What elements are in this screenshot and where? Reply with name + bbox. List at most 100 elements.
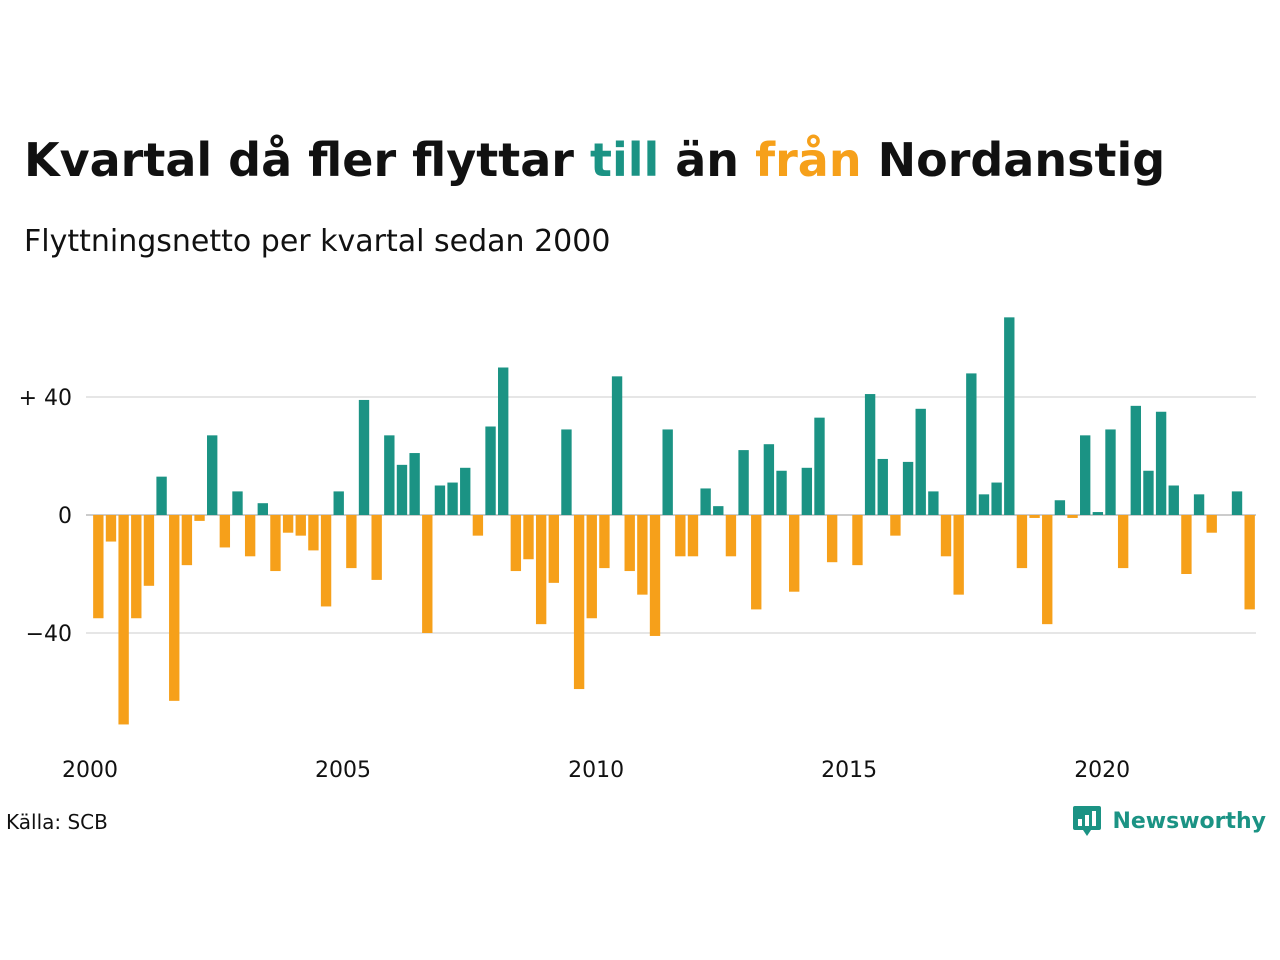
bar — [181, 515, 193, 566]
bar — [232, 491, 243, 515]
bar — [485, 426, 496, 515]
title-part-3: Nordanstig — [861, 133, 1166, 187]
title-part-1: Kvartal då fler flyttar — [24, 133, 590, 187]
bar — [1168, 485, 1179, 515]
bar — [219, 515, 231, 548]
bar — [649, 515, 661, 636]
bar — [599, 515, 610, 569]
chart-subtitle: Flyttningsnetto per kvartal sedan 2000 — [24, 224, 611, 259]
bar — [434, 485, 446, 515]
bar — [270, 515, 281, 572]
bar — [1231, 491, 1243, 515]
bar — [498, 367, 509, 515]
bar — [118, 515, 129, 725]
source-note: Källa: SCB — [6, 810, 108, 834]
bar — [561, 429, 572, 515]
bars — [93, 317, 1255, 725]
bar — [953, 515, 964, 595]
bar — [1029, 515, 1040, 518]
bar — [1130, 405, 1141, 515]
bar — [384, 435, 395, 515]
y-tick-label: −40 — [26, 622, 72, 647]
bar — [320, 515, 332, 607]
bar — [295, 515, 306, 536]
y-axis-labels: + 40 0 −40 — [19, 386, 72, 647]
bar — [890, 515, 901, 536]
newsworthy-logo-icon — [1073, 806, 1102, 836]
chart-title: Kvartal då fler flyttar till än från Nor… — [24, 130, 1165, 190]
bar — [282, 515, 294, 533]
bar — [687, 515, 699, 557]
bar — [1155, 411, 1167, 515]
bar — [1244, 515, 1255, 610]
bar — [93, 515, 104, 619]
bar — [358, 399, 370, 515]
bar — [826, 515, 838, 563]
brand-name: Newsworthy — [1112, 808, 1266, 834]
bar — [725, 515, 737, 557]
bar — [877, 458, 888, 515]
bar — [548, 515, 559, 583]
bar — [371, 515, 382, 580]
bar — [346, 515, 357, 569]
bar — [637, 515, 648, 595]
x-axis-labels: 2000 2005 2010 2015 2020 — [62, 758, 1130, 783]
brand-logo: Newsworthy — [1072, 804, 1266, 838]
bar — [169, 515, 180, 701]
bar — [472, 515, 484, 536]
bar — [814, 417, 825, 515]
bar — [535, 515, 547, 625]
bar — [131, 515, 142, 619]
bar — [624, 515, 635, 572]
y-tick-label: 0 — [58, 504, 72, 529]
bar — [700, 488, 711, 515]
bar — [902, 461, 914, 515]
bar — [510, 515, 522, 572]
title-word-fran: från — [755, 133, 862, 187]
bar — [738, 450, 749, 515]
bar — [940, 515, 952, 557]
bar — [1054, 500, 1066, 515]
bar — [1080, 435, 1091, 515]
bar — [966, 373, 977, 515]
bar — [611, 376, 623, 515]
bar — [396, 464, 408, 515]
bar — [852, 515, 863, 566]
bar — [105, 515, 117, 542]
bar — [763, 444, 775, 515]
bar — [1016, 515, 1028, 569]
bar — [915, 408, 926, 515]
bar — [713, 506, 724, 515]
bar — [789, 515, 800, 592]
bar — [447, 482, 458, 515]
x-tick-label: 2010 — [568, 758, 624, 783]
bar — [1193, 494, 1205, 515]
bar — [801, 467, 813, 515]
bar — [207, 435, 218, 515]
bar — [662, 429, 673, 515]
x-tick-label: 2015 — [821, 758, 877, 783]
bar — [586, 515, 597, 619]
bar — [460, 467, 471, 515]
x-tick-label: 2000 — [62, 758, 118, 783]
bar — [156, 476, 167, 515]
bar — [1042, 515, 1053, 625]
bar — [143, 515, 155, 586]
bar — [573, 515, 585, 690]
bar — [1067, 515, 1078, 518]
bar — [1105, 429, 1116, 515]
bar — [308, 515, 319, 551]
bar — [1117, 515, 1129, 569]
bar — [675, 515, 686, 557]
bar — [1143, 470, 1154, 515]
bar — [333, 491, 344, 515]
bar — [523, 515, 534, 560]
bar — [244, 515, 256, 557]
bar — [422, 515, 433, 633]
bar — [864, 394, 876, 515]
y-tick-label: + 40 — [19, 386, 72, 411]
bar — [751, 515, 762, 610]
bar — [776, 470, 787, 515]
bar — [1004, 317, 1015, 515]
